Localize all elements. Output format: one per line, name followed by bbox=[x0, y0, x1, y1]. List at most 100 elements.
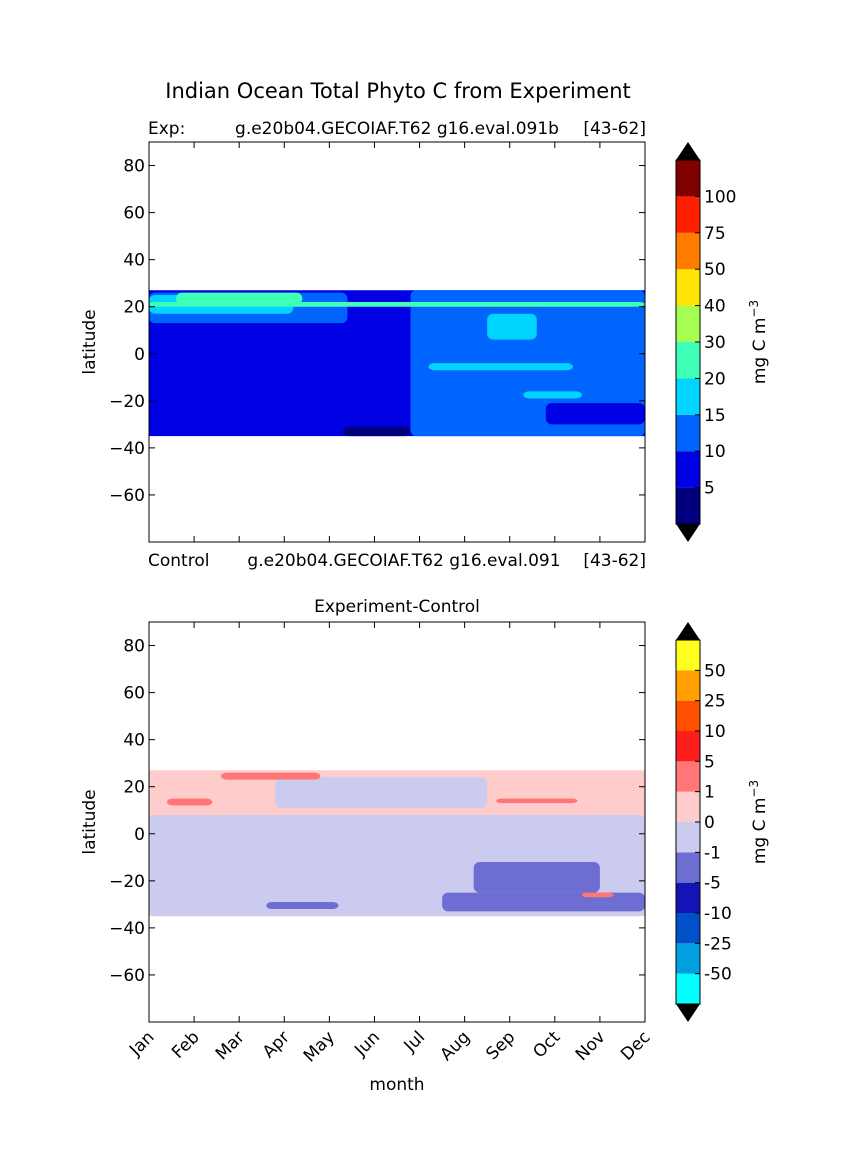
top-footer-right: [43-62] bbox=[583, 551, 646, 571]
contour-region bbox=[428, 363, 573, 371]
x-tick-label: Jun bbox=[350, 1027, 384, 1061]
x-tick-label: Aug bbox=[437, 1027, 475, 1065]
colorbar-swatch bbox=[676, 305, 700, 342]
colorbar-tick-label: 1 bbox=[704, 783, 715, 803]
colorbar-swatch bbox=[676, 761, 700, 792]
x-tick-label: May bbox=[300, 1027, 339, 1066]
top-footer-center: g.e20b04.GECOIAF.T62 g16.eval.091 bbox=[247, 551, 560, 571]
colorbar-under-triangle bbox=[676, 1004, 700, 1022]
colorbar-tick-label: -50 bbox=[704, 965, 732, 985]
contour-region bbox=[342, 426, 411, 437]
colorbar-swatch bbox=[676, 640, 700, 671]
colorbar-swatch bbox=[676, 700, 700, 731]
contour-region bbox=[496, 798, 578, 804]
y-axis-label: latitude bbox=[80, 789, 100, 854]
x-tick-label: Apr bbox=[259, 1027, 294, 1062]
y-tick-label: −60 bbox=[109, 966, 145, 986]
colorbar-tick-label: -25 bbox=[704, 934, 732, 954]
contour-region bbox=[149, 302, 645, 307]
y-tick-label: 60 bbox=[123, 684, 145, 704]
top-subtitle-left: Exp: bbox=[148, 119, 185, 139]
colorbar-swatch bbox=[676, 196, 700, 233]
top-title: Indian Ocean Total Phyto C from Experime… bbox=[165, 79, 630, 103]
contour-region bbox=[221, 772, 321, 780]
colorbar-swatch bbox=[676, 232, 700, 270]
colorbar-label-exponent: −3 bbox=[747, 300, 761, 318]
top-subtitle-right: [43-62] bbox=[583, 119, 646, 139]
contour-region bbox=[473, 862, 600, 893]
x-axis-label: month bbox=[369, 1075, 424, 1095]
colorbar-tick-label: 0 bbox=[704, 813, 715, 833]
colorbar-tick-label: 25 bbox=[704, 692, 726, 712]
colorbar-tick-label: 100 bbox=[704, 187, 736, 207]
colorbar-swatch bbox=[676, 487, 700, 524]
colorbar-swatch bbox=[676, 378, 700, 415]
colorbar-swatch bbox=[676, 973, 700, 1004]
plot-frame bbox=[148, 621, 646, 1023]
plot-frame bbox=[148, 141, 646, 543]
contour-region bbox=[176, 292, 303, 305]
colorbar-label: mg C m−3 bbox=[747, 780, 770, 864]
colorbar-tick-label: 50 bbox=[704, 661, 726, 681]
colorbar-tick-label: 40 bbox=[704, 297, 726, 317]
colorbar-swatch bbox=[676, 269, 700, 306]
bottom-plot: 80 60 40 20 0 −20 −40 −60 Jan Feb Mar Apr May Jun Jul A… bbox=[80, 621, 770, 1066]
colorbar-tick-label: 10 bbox=[704, 442, 726, 462]
y-tick-label: 0 bbox=[134, 825, 145, 845]
colorbar-tick-label: 30 bbox=[704, 333, 726, 353]
y-tick-label: −20 bbox=[109, 392, 145, 412]
y-tick-label: −40 bbox=[109, 919, 145, 939]
y-tick-label: 80 bbox=[123, 637, 145, 657]
colorbar-tick-label: -5 bbox=[704, 874, 721, 894]
y-tick-label: 40 bbox=[123, 731, 145, 751]
colorbar-tick-label: -1 bbox=[704, 843, 721, 863]
colorbar-tick-label: 15 bbox=[704, 406, 726, 426]
colorbar-swatch bbox=[676, 791, 700, 822]
colorbar-tick-label: 5 bbox=[704, 479, 715, 499]
y-tick-label: 0 bbox=[134, 345, 145, 365]
colorbar-tick-label: 5 bbox=[704, 752, 715, 772]
y-tick-label: −40 bbox=[109, 439, 145, 459]
colorbar-swatch bbox=[676, 913, 700, 944]
colorbar-swatch bbox=[676, 451, 700, 488]
top-plot: 80 60 40 20 0 −20 −40 −60 latitude 5 10 15 20 30 40 50 7… bbox=[80, 141, 770, 543]
colorbar-swatch bbox=[676, 882, 700, 913]
x-tick-label: Jan bbox=[125, 1027, 158, 1060]
y-tick-label: 80 bbox=[123, 157, 145, 177]
contour-region bbox=[442, 892, 645, 912]
contour-region bbox=[266, 902, 339, 910]
colorbar-over-triangle bbox=[676, 622, 700, 640]
contour-region bbox=[545, 403, 645, 425]
colorbar-label: mg C m−3 bbox=[747, 300, 770, 384]
colorbar-swatch bbox=[676, 160, 700, 197]
contour-region bbox=[487, 313, 537, 340]
y-tick-label: 20 bbox=[123, 778, 145, 798]
y-tick-label: −60 bbox=[109, 486, 145, 506]
colorbar-tick-label: 10 bbox=[704, 722, 726, 742]
colorbar-swatch bbox=[676, 670, 700, 701]
colorbar-swatch bbox=[676, 943, 700, 974]
x-tick-label: Mar bbox=[212, 1027, 249, 1064]
x-tick-label: Oct bbox=[529, 1027, 564, 1062]
top-subtitle-center: g.e20b04.GECOIAF.T62 g16.eval.091b bbox=[235, 119, 559, 139]
colorbar-tick-label: 75 bbox=[704, 224, 726, 244]
colorbar-swatch bbox=[676, 822, 700, 853]
colorbar-under-triangle bbox=[676, 524, 700, 542]
y-tick-label: −20 bbox=[109, 872, 145, 892]
colorbar-swatch bbox=[676, 342, 700, 379]
top-footer-left: Control bbox=[148, 551, 209, 571]
x-tick-label: Sep bbox=[482, 1027, 519, 1064]
colorbar-tick-label: 20 bbox=[704, 369, 726, 389]
colorbar-tick-label: 50 bbox=[704, 260, 726, 280]
contour-region bbox=[275, 777, 488, 808]
y-tick-label: 20 bbox=[123, 298, 145, 318]
x-tick-label: Dec bbox=[617, 1027, 654, 1064]
contour-region bbox=[523, 391, 582, 399]
x-tick-label: Feb bbox=[168, 1027, 203, 1062]
contour-region bbox=[410, 290, 645, 437]
y-tick-label: 60 bbox=[123, 204, 145, 224]
x-tick-label: Nov bbox=[572, 1027, 610, 1065]
colorbar-over-triangle bbox=[676, 142, 700, 160]
colorbar-swatch bbox=[676, 414, 700, 452]
